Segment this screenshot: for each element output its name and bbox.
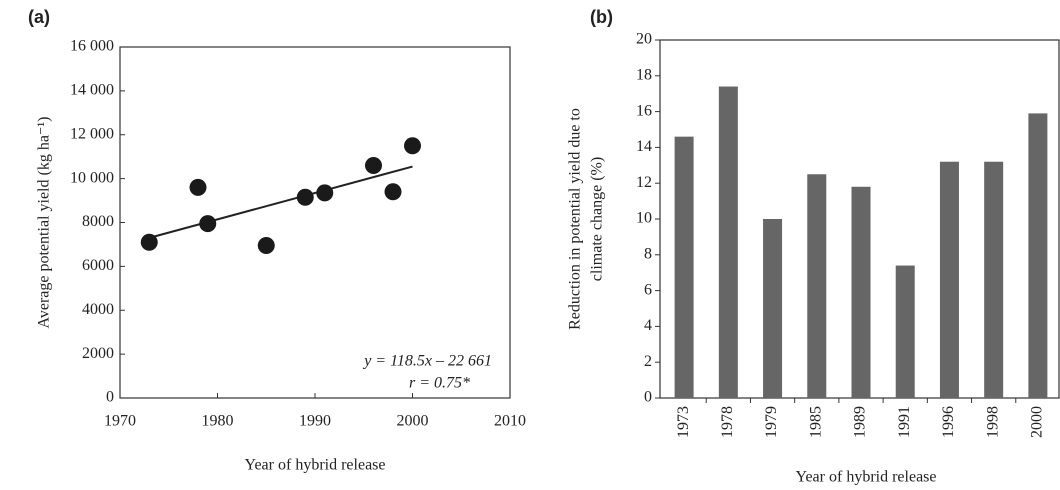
- x-tick-label: 2000: [397, 413, 429, 430]
- x-tick-label: 1973: [675, 406, 692, 438]
- annotation: y = 118.5x – 22 661: [362, 353, 492, 370]
- y-tick-label: 10 000: [70, 169, 114, 186]
- y-axis-label: Reduction in potential yield due to: [567, 108, 584, 330]
- y-tick-label: 20: [636, 31, 652, 48]
- y-tick-label: 16: [636, 102, 652, 119]
- y-tick-label: 16 000: [70, 38, 114, 55]
- x-tick-label: 1970: [104, 413, 136, 430]
- data-point: [316, 184, 334, 202]
- x-tick-label: 1996: [940, 406, 957, 438]
- y-tick-label: 12 000: [70, 125, 114, 142]
- data-point: [384, 183, 402, 201]
- x-tick-label: 1978: [719, 406, 736, 438]
- x-tick-label: 1989: [852, 406, 869, 438]
- data-point: [199, 215, 217, 233]
- data-point: [140, 233, 158, 251]
- bar: [718, 86, 738, 398]
- panel-label: (b): [590, 7, 613, 27]
- bar: [1028, 113, 1048, 398]
- y-tick-label: 10: [636, 210, 652, 227]
- y-tick-label: 8000: [82, 213, 114, 230]
- bar: [939, 161, 959, 398]
- bar: [851, 186, 871, 398]
- y-tick-label: 2000: [82, 345, 114, 362]
- x-tick-label: 1980: [202, 413, 234, 430]
- panel-label: (a): [28, 7, 50, 27]
- x-axis-label: Year of hybrid release: [245, 457, 386, 474]
- y-tick-label: 8: [644, 245, 652, 262]
- x-axis-label: Year of hybrid release: [796, 469, 937, 486]
- data-point: [296, 188, 314, 206]
- annotation: r = 0.75*: [409, 375, 470, 392]
- y-axis-label: Average potential yield (kg ha⁻¹): [36, 117, 53, 329]
- bar: [895, 265, 915, 398]
- x-tick-label: 1998: [984, 406, 1001, 438]
- y-axis-label: climate change (%): [589, 157, 606, 281]
- x-tick-label: 1985: [807, 406, 824, 438]
- data-point: [404, 137, 421, 155]
- y-tick-label: 6: [644, 281, 652, 298]
- plot-frame: [119, 46, 511, 399]
- y-tick-label: 4: [644, 317, 652, 334]
- y-tick-label: 18: [636, 66, 652, 83]
- y-tick-label: 2: [644, 353, 652, 370]
- y-tick-label: 0: [644, 389, 652, 406]
- y-tick-label: 14 000: [70, 82, 114, 99]
- bar: [984, 161, 1004, 398]
- y-tick-label: 0: [106, 389, 114, 406]
- y-tick-label: 14: [636, 138, 652, 155]
- y-tick-label: 4000: [82, 301, 114, 318]
- x-tick-label: 2010: [494, 413, 526, 430]
- bar: [763, 219, 783, 398]
- data-point: [365, 156, 382, 174]
- y-tick-label: 6000: [82, 257, 114, 274]
- x-tick-label: 2000: [1029, 406, 1046, 438]
- x-tick-label: 1990: [299, 413, 331, 430]
- y-tick-label: 12: [636, 174, 652, 191]
- data-point: [257, 237, 275, 255]
- bar: [807, 174, 827, 398]
- x-tick-label: 1991: [896, 406, 913, 438]
- bar: [674, 136, 694, 398]
- data-point: [189, 178, 207, 196]
- x-tick-label: 1979: [763, 406, 780, 438]
- trend-line: [148, 165, 413, 239]
